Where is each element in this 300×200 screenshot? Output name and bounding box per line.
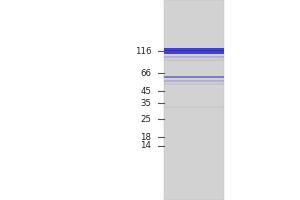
Bar (164, 83, 224, 85)
Text: 66: 66 (140, 68, 152, 77)
Bar (164, 80, 224, 82)
Text: 18: 18 (140, 133, 152, 142)
Bar (164, 106, 224, 108)
Text: 35: 35 (140, 98, 152, 108)
Text: 25: 25 (140, 114, 152, 123)
Bar (164, 56, 224, 58)
Bar (164, 0, 224, 200)
Bar (164, 48, 224, 53)
Text: 45: 45 (140, 87, 152, 96)
Text: 116: 116 (135, 46, 152, 55)
Bar (164, 50, 224, 51)
Bar (164, 59, 224, 61)
Bar (164, 76, 224, 78)
Text: 14: 14 (140, 142, 152, 150)
